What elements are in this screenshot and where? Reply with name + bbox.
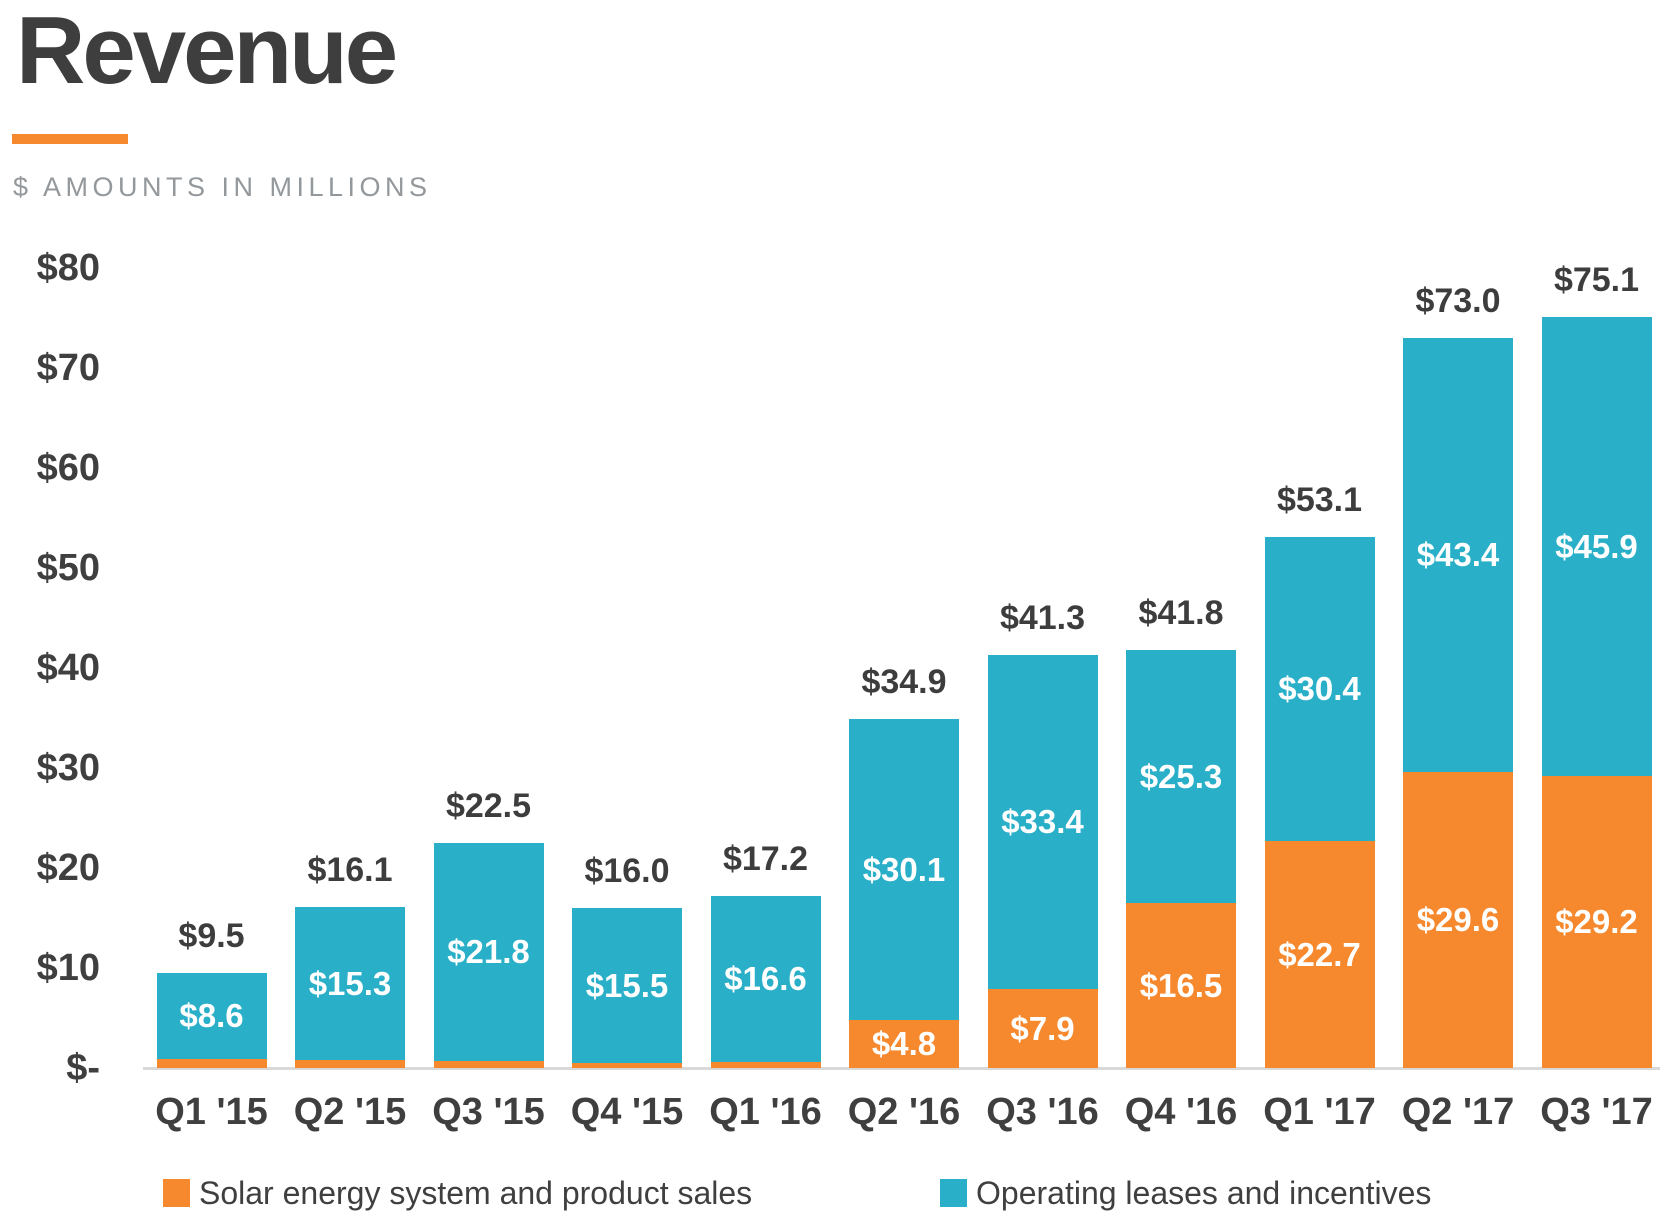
y-axis-label-70: $70 <box>36 347 100 389</box>
x-axis-label-q2-17: Q2 '17 <box>1401 1091 1515 1133</box>
x-axis-label-q4-15: Q4 '15 <box>570 1091 684 1133</box>
bar-q3-15: $21.8 <box>433 843 544 1068</box>
leases-value-label: $8.6 <box>179 997 244 1034</box>
x-axis-label-q3-15: Q3 '15 <box>432 1091 545 1133</box>
legend-swatch-solar <box>163 1179 190 1207</box>
bar-total-label-q4-15: $16.0 <box>584 852 670 890</box>
leases-value-label: $43.4 <box>1416 536 1500 573</box>
x-axis-label-q3-17: Q3 '17 <box>1540 1091 1653 1133</box>
leases-segment: $45.9 <box>1541 317 1652 776</box>
solar-value-label: $22.7 <box>1278 935 1361 973</box>
solar-value-label: $7.9 <box>1010 1009 1075 1047</box>
bar-q2-16: $30.1 $4.8 <box>849 719 959 1068</box>
solar-segment: $29.2 <box>1541 776 1652 1068</box>
legend-label-leases: Operating leases and incentives <box>976 1174 1432 1211</box>
solar-segment <box>710 1062 821 1068</box>
bar-q4-16: $25.3 $16.5 <box>1126 650 1236 1068</box>
bar-q3-17: $45.9 $29.2 <box>1541 317 1652 1068</box>
y-axis-label-50: $50 <box>36 547 100 589</box>
bar-total-label-q3-16: $41.3 <box>999 599 1086 637</box>
solar-value-label: $4.8 <box>871 1025 937 1062</box>
x-axis-label-q4-16: Q4 '16 <box>1124 1091 1238 1133</box>
bar-total-label-q2-17: $73.0 <box>1415 282 1501 320</box>
leases-value-label: $30.1 <box>862 850 946 888</box>
solar-segment <box>433 1061 544 1068</box>
bar-q2-17: $43.4 $29.6 <box>1403 338 1513 1068</box>
leases-value-label: $15.3 <box>308 964 392 1002</box>
y-axis-label-80: $80 <box>36 247 100 289</box>
leases-segment: $30.1 <box>849 719 959 1020</box>
bar-total-label-q2-16: $34.9 <box>861 663 947 701</box>
bar-total-label-q1-15: $9.5 <box>178 917 245 955</box>
bar-q1-16: $16.6 <box>710 896 821 1068</box>
leases-value-label: $45.9 <box>1555 527 1638 565</box>
solar-segment <box>156 1059 267 1068</box>
legend-item-solar: Solar energy system and product sales <box>163 1174 753 1211</box>
leases-segment: $43.4 <box>1403 338 1513 772</box>
x-axis-label-q2-16: Q2 '16 <box>847 1091 961 1133</box>
y-axis-label-40: $40 <box>36 647 100 689</box>
bar-total-label-q4-16: $41.8 <box>1138 594 1224 632</box>
legend-label-solar: Solar energy system and product sales <box>199 1174 753 1211</box>
leases-segment: $21.8 <box>433 843 544 1061</box>
y-axis-label-20: $20 <box>36 847 100 889</box>
title-underline <box>12 134 128 144</box>
bar-q1-15: $8.6 <box>156 973 267 1068</box>
x-axis-label-q1-16: Q1 '16 <box>709 1091 822 1133</box>
solar-value-label: $16.5 <box>1139 966 1223 1004</box>
leases-value-label: $16.6 <box>724 960 807 997</box>
leases-segment: $15.5 <box>572 908 682 1063</box>
x-axis-label-q2-15: Q2 '15 <box>293 1091 407 1133</box>
solar-segment <box>572 1063 682 1068</box>
solar-value-label: $29.6 <box>1416 901 1500 938</box>
solar-segment: $29.6 <box>1403 772 1513 1068</box>
bar-total-label-q1-17: $53.1 <box>1276 481 1363 519</box>
leases-segment: $16.6 <box>710 896 821 1062</box>
leases-value-label: $25.3 <box>1139 757 1223 795</box>
legend-swatch-leases <box>940 1179 967 1207</box>
solar-segment <box>295 1060 405 1068</box>
bar-q3-16: $33.4 $7.9 <box>987 655 1098 1068</box>
solar-segment: $7.9 <box>987 989 1098 1068</box>
x-axis-label-q3-16: Q3 '16 <box>986 1091 1099 1133</box>
solar-segment: $16.5 <box>1126 903 1236 1068</box>
leases-value-label: $33.4 <box>1001 803 1084 840</box>
x-axis-label-q1-15: Q1 '15 <box>155 1091 268 1133</box>
legend-item-leases: Operating leases and incentives <box>940 1174 1432 1211</box>
bar-total-label-q3-17: $75.1 <box>1553 261 1640 299</box>
leases-segment: $8.6 <box>156 973 267 1059</box>
solar-segment: $4.8 <box>849 1020 959 1068</box>
leases-value-label: $30.4 <box>1278 670 1361 707</box>
leases-value-label: $15.5 <box>585 966 669 1004</box>
bar-total-label-q1-16: $17.2 <box>722 840 809 878</box>
solar-value-label: $29.2 <box>1555 903 1638 940</box>
y-axis-label-30: $30 <box>36 747 100 789</box>
bar-q2-15: $15.3 <box>295 907 405 1068</box>
y-axis-label-60: $60 <box>36 447 100 489</box>
leases-segment: $30.4 <box>1264 537 1375 841</box>
x-axis-line <box>143 1067 1660 1070</box>
leases-segment: $25.3 <box>1126 650 1236 903</box>
bar-total-label-q3-15: $22.5 <box>445 787 532 825</box>
solar-segment: $22.7 <box>1264 841 1375 1068</box>
bar-total-label-q2-15: $16.1 <box>307 851 393 889</box>
leases-segment: $33.4 <box>987 655 1098 989</box>
leases-value-label: $21.8 <box>447 933 530 970</box>
y-axis-label-10: $10 <box>36 947 100 989</box>
x-axis-label-q1-17: Q1 '17 <box>1263 1091 1376 1133</box>
y-axis-label-zero: $- <box>66 1047 100 1089</box>
bar-q4-15: $15.5 <box>572 908 682 1068</box>
bar-q1-17: $30.4 $22.7 <box>1264 537 1375 1068</box>
page-subtitle: $ AMOUNTS IN MILLIONS <box>13 172 432 202</box>
leases-segment: $15.3 <box>295 907 405 1060</box>
page-title: Revenue <box>16 0 398 104</box>
